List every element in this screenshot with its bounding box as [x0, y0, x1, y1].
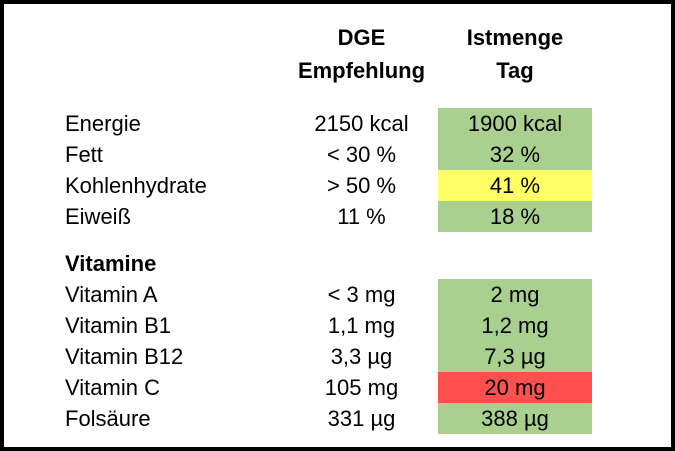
table-row-eiweiss: Eiweiß 11 % 18 %	[4, 201, 671, 232]
dge-value: < 30 %	[326, 142, 397, 167]
row-label: Vitamin B1	[65, 313, 171, 338]
row-label: Vitamin C	[65, 375, 160, 400]
ist-value-cell	[438, 248, 592, 279]
header-ist-line1: Istmenge	[466, 25, 564, 50]
row-label: Eiweiß	[65, 204, 132, 229]
header-dge-empfehlung: DGE Empfehlung	[285, 21, 438, 108]
table-row-vitamine-section: Vitamine	[4, 248, 671, 279]
table-row-energie: Energie 2150 kcal 1900 kcal	[4, 108, 671, 139]
ist-value-cell: 20 mg	[438, 372, 592, 403]
dge-value: 331 µg	[327, 406, 396, 431]
dge-value: 3,3 µg	[330, 344, 393, 369]
dge-value: > 50 %	[326, 173, 397, 198]
table-row-folsaeure: Folsäure 331 µg 388 µg	[4, 403, 671, 434]
dge-value	[285, 248, 438, 279]
table-row-vitamin-b1: Vitamin B1 1,1 mg 1,2 mg	[4, 310, 671, 341]
header-ist-line2: Tag	[496, 58, 534, 83]
table-row-vitamin-a: Vitamin A < 3 mg 2 mg	[4, 279, 671, 310]
header-dge-line1: DGE	[337, 25, 386, 50]
dge-value: < 3 mg	[327, 282, 396, 307]
table-header: DGE Empfehlung Istmenge Tag	[4, 4, 671, 108]
row-label: Kohlenhydrate	[65, 173, 207, 198]
ist-value-cell: 41 %	[438, 170, 592, 201]
table-row-vitamin-b12: Vitamin B12 3,3 µg 7,3 µg	[4, 341, 671, 372]
table-row-fett: Fett < 30 % 32 %	[4, 139, 671, 170]
row-label: Folsäure	[65, 406, 151, 431]
row-label: Vitamin B12	[65, 344, 184, 369]
dge-value: 1,1 mg	[327, 313, 396, 338]
ist-value-cell: 18 %	[438, 201, 592, 232]
row-label: Vitamin A	[65, 282, 158, 307]
ist-value-cell: 1,2 mg	[438, 310, 592, 341]
ist-value-cell: 388 µg	[438, 403, 592, 434]
header-istmenge-tag: Istmenge Tag	[438, 21, 592, 108]
header-empty-cell	[4, 21, 285, 108]
row-label: Fett	[65, 142, 103, 167]
ist-value-cell: 32 %	[438, 139, 592, 170]
header-dge-line2: Empfehlung	[297, 58, 426, 83]
dge-value: 105 mg	[324, 375, 399, 400]
dge-value: 2150 kcal	[314, 111, 409, 136]
row-label: Energie	[65, 111, 141, 136]
table-row-kohlenhydrate: Kohlenhydrate > 50 % 41 %	[4, 170, 671, 201]
section-label: Vitamine	[65, 251, 157, 276]
dge-value: 11 %	[337, 204, 386, 229]
table-row-vitamin-c: Vitamin C 105 mg 20 mg	[4, 372, 671, 403]
ist-value-cell: 1900 kcal	[438, 108, 592, 139]
blank-row	[4, 232, 671, 248]
ist-value-cell: 7,3 µg	[438, 341, 592, 372]
ist-value-cell: 2 mg	[438, 279, 592, 310]
